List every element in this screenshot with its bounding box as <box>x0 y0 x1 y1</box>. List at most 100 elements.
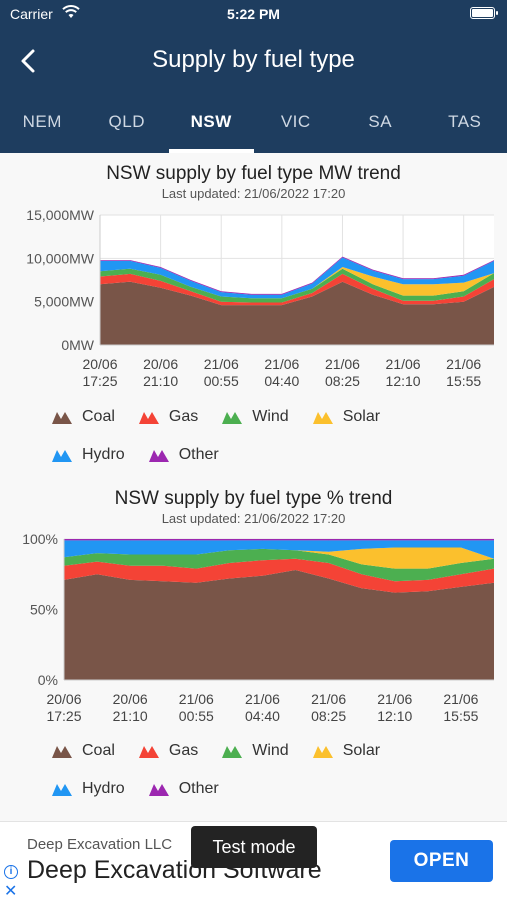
y-tick-label: 50% <box>30 602 58 618</box>
mountain-icon <box>138 412 159 424</box>
chart-title: NSW supply by fuel type MW trend <box>106 163 401 184</box>
x-tick-time: 21:10 <box>143 373 178 389</box>
x-tick-time: 12:10 <box>377 708 412 724</box>
x-tick-time: 08:25 <box>311 708 346 724</box>
x-tick-date: 20/06 <box>46 691 81 707</box>
x-tick-date: 21/06 <box>264 356 299 372</box>
legend-item-solar[interactable]: Solar <box>312 732 381 770</box>
mountain-icon <box>222 746 243 758</box>
legend-item-gas[interactable]: Gas <box>138 732 199 770</box>
legend-label: Hydro <box>82 446 125 463</box>
x-tick-time: 17:25 <box>82 373 117 389</box>
x-tick-date: 21/06 <box>386 356 421 372</box>
legend-label: Coal <box>82 742 115 759</box>
x-tick-time: 08:25 <box>325 373 360 389</box>
tab-nem[interactable]: NEM <box>22 112 62 131</box>
region-tabs: NEM QLD NSW VIC SA TAS <box>0 92 507 153</box>
area-other[interactable] <box>100 256 494 295</box>
area-wind[interactable] <box>64 548 494 582</box>
x-tick-time: 15:55 <box>443 708 478 724</box>
legend-label: Other <box>178 780 219 797</box>
area-hydro[interactable] <box>64 540 494 559</box>
y-tick-label: 10,000MW <box>26 250 94 266</box>
area-coal[interactable] <box>64 570 494 680</box>
x-tick-time: 00:55 <box>204 373 239 389</box>
chart-title: NSW supply by fuel type % trend <box>114 488 393 509</box>
x-tick-time: 04:40 <box>264 373 299 389</box>
y-tick-label: 0% <box>38 672 58 688</box>
ad-open-button[interactable]: OPEN <box>390 840 493 882</box>
legend-label: Hydro <box>82 780 125 797</box>
x-tick-date: 21/06 <box>377 691 412 707</box>
x-tick-date: 20/06 <box>113 691 148 707</box>
info-icon[interactable]: i <box>4 865 18 879</box>
status-bar: Carrier 5:22 PM <box>0 0 507 28</box>
mountain-icon <box>222 412 243 424</box>
page-title: Supply by fuel type <box>152 46 355 73</box>
x-tick-time: 21:10 <box>113 708 148 724</box>
area-other[interactable] <box>64 539 494 541</box>
legend-label: Wind <box>252 742 289 759</box>
area-coal[interactable] <box>100 281 494 345</box>
area-wind[interactable] <box>100 268 494 303</box>
area-solar[interactable] <box>64 547 494 569</box>
chart-subtitle: Last updated: 21/06/2022 17:20 <box>161 186 346 201</box>
close-icon[interactable]: ✕ <box>4 883 18 900</box>
legend-item-solar[interactable]: Solar <box>312 398 381 436</box>
carrier-label: Carrier <box>10 6 53 22</box>
legend-item-coal[interactable]: Coal <box>52 398 115 436</box>
y-tick-label: 100% <box>22 531 58 547</box>
percent-trend-chart[interactable]: 0%50%100%20/0617:2520/0621:1021/0600:552… <box>0 525 507 725</box>
back-chevron-icon[interactable] <box>14 46 44 76</box>
mountain-icon <box>312 746 333 758</box>
tab-qld[interactable]: QLD <box>108 112 145 131</box>
legend-item-coal[interactable]: Coal <box>52 732 115 770</box>
legend-item-wind[interactable]: Wind <box>222 732 289 770</box>
x-tick-time: 15:55 <box>446 373 481 389</box>
mountain-icon <box>312 412 333 424</box>
legend-item-wind[interactable]: Wind <box>222 398 289 436</box>
x-tick-date: 21/06 <box>446 356 481 372</box>
nav-bar: Supply by fuel type <box>0 28 507 92</box>
clock: 5:22 PM <box>227 6 280 22</box>
legend-item-gas[interactable]: Gas <box>138 398 199 436</box>
mountain-icon <box>52 450 72 462</box>
area-gas[interactable] <box>64 558 494 593</box>
area-hydro[interactable] <box>100 257 494 299</box>
tab-nsw[interactable]: NSW <box>169 92 254 153</box>
y-tick-label: 5,000MW <box>34 294 95 310</box>
legend-label: Coal <box>82 408 115 425</box>
legend-label: Gas <box>168 408 199 425</box>
x-tick-time: 04:40 <box>245 708 280 724</box>
y-tick-label: 0MW <box>61 337 94 353</box>
legend-label: Solar <box>342 742 381 759</box>
tab-vic[interactable]: VIC <box>280 112 311 131</box>
mw-chart-legend: Coal Gas Wind Solar Hydro Other <box>52 398 492 474</box>
x-tick-date: 21/06 <box>311 691 346 707</box>
tab-tas[interactable]: TAS <box>448 112 482 131</box>
x-tick-date: 20/06 <box>82 356 117 372</box>
mountain-icon <box>138 746 159 758</box>
legend-label: Wind <box>252 408 289 425</box>
battery-icon <box>470 7 498 19</box>
legend-item-other[interactable]: Other <box>148 770 219 808</box>
legend-label: Gas <box>168 742 199 759</box>
legend-item-hydro[interactable]: Hydro <box>52 770 125 808</box>
test-mode-toast: Test mode <box>191 826 317 868</box>
y-tick-label: 15,000MW <box>26 207 94 223</box>
legend-label: Solar <box>342 408 381 425</box>
charts-container: NSW supply by fuel type MW trend Last up… <box>0 153 507 821</box>
x-tick-time: 12:10 <box>386 373 421 389</box>
wifi-icon <box>62 5 80 18</box>
x-tick-date: 21/06 <box>325 356 360 372</box>
tab-sa[interactable]: SA <box>368 112 393 131</box>
area-gas[interactable] <box>100 273 494 306</box>
mw-trend-chart[interactable]: 0MW5,000MW10,000MW15,000MW20/0617:2520/0… <box>0 201 507 389</box>
area-solar[interactable] <box>100 267 494 299</box>
legend-item-other[interactable]: Other <box>148 436 219 474</box>
mountain-icon <box>52 746 72 758</box>
legend-label: Other <box>178 446 219 463</box>
mountain-icon <box>148 450 169 462</box>
ad-advertiser: Deep Excavation LLC <box>27 836 173 853</box>
legend-item-hydro[interactable]: Hydro <box>52 436 125 474</box>
